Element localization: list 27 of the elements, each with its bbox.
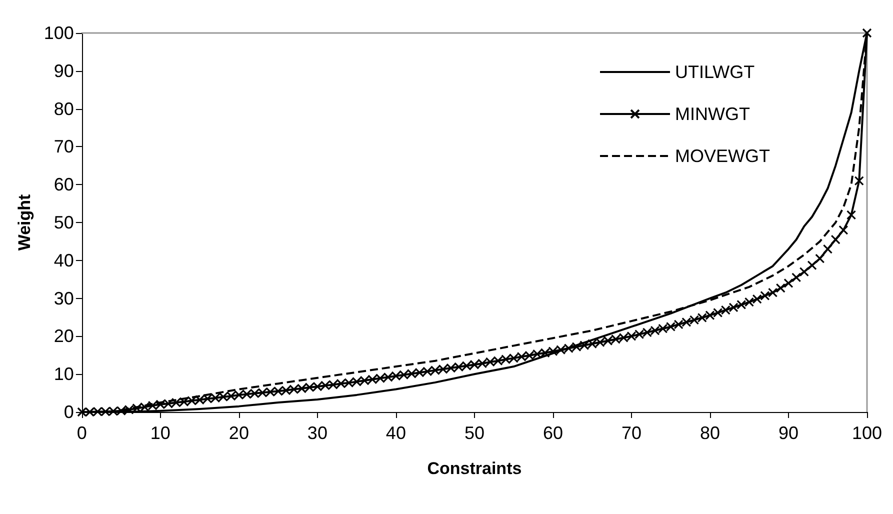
x-tick-label: 40 [386, 423, 406, 443]
y-tick-label: 60 [54, 174, 74, 195]
y-tick-label: 20 [54, 326, 74, 346]
y-tick-label: 70 [54, 136, 74, 157]
y-tick-label: 90 [54, 60, 74, 81]
x-tick-label: 90 [778, 423, 798, 443]
y-tick-label: 30 [54, 288, 74, 308]
y-axis-title: Weight [15, 194, 34, 251]
x-tick-label: 60 [542, 423, 563, 443]
y-tick-label: 50 [54, 212, 74, 232]
x-tick-label: 100 [852, 423, 882, 443]
x-tick-label: 80 [700, 423, 720, 443]
y-tick-label: 0 [64, 402, 74, 422]
y-tick-label: 10 [54, 364, 74, 384]
x-tick-label: 10 [150, 423, 170, 443]
legend-label: MOVEWGT [675, 146, 770, 166]
y-tick-label: 40 [54, 250, 74, 270]
legend-label: UTILWGT [675, 62, 755, 82]
x-tick-label: 0 [76, 423, 87, 443]
x-tick-label: 20 [228, 423, 249, 443]
legend-label: MINWGT [675, 104, 750, 124]
y-tick-label: 80 [54, 98, 74, 119]
x-axis-title: Constraints [427, 459, 522, 478]
x-tick-label: 30 [307, 423, 328, 443]
y-tick-label: 100 [44, 23, 74, 43]
x-tick-label: 70 [621, 423, 642, 443]
x-tick-label: 50 [464, 423, 484, 443]
